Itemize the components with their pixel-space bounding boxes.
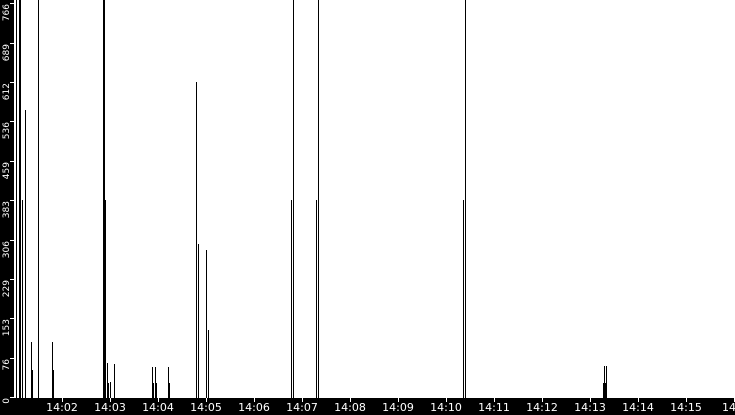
x-tick	[302, 398, 303, 402]
x-tick	[494, 398, 495, 402]
spike	[316, 200, 317, 398]
y-tick	[10, 240, 14, 241]
x-tick-label: 14:08	[334, 401, 366, 414]
spike	[198, 244, 199, 398]
y-tick-label: 536	[2, 122, 12, 140]
spike	[103, 0, 105, 398]
x-tick	[638, 398, 639, 402]
y-tick	[10, 3, 14, 4]
spike	[463, 200, 464, 398]
spike	[206, 250, 207, 398]
y-tick	[10, 318, 14, 319]
spike	[52, 342, 53, 398]
x-tick-label: 14:10	[430, 401, 462, 414]
spike	[606, 366, 607, 398]
x-axis-strip	[0, 398, 735, 415]
x-tick	[62, 398, 63, 402]
y-axis-line	[16, 0, 17, 398]
y-tick-label: 229	[2, 280, 12, 298]
spike	[465, 0, 466, 398]
x-tick	[350, 398, 351, 402]
y-tick-label: 383	[2, 201, 12, 219]
spike	[293, 0, 294, 398]
spike	[105, 200, 106, 398]
spike	[153, 383, 154, 398]
spike	[152, 367, 153, 398]
spike	[208, 330, 209, 398]
y-tick-label: 76	[2, 359, 12, 371]
y-tick	[10, 121, 14, 122]
spike	[114, 364, 115, 398]
y-tick	[10, 161, 14, 162]
spike	[168, 367, 169, 398]
spike	[108, 383, 109, 398]
x-tick-label-partial: 14	[722, 401, 735, 414]
spike	[291, 200, 292, 398]
x-tick	[110, 398, 111, 402]
spike	[19, 0, 21, 398]
spike	[107, 363, 108, 398]
y-tick-label: 766	[2, 4, 12, 22]
x-tick-label: 14:07	[286, 401, 318, 414]
y-tick	[10, 397, 14, 398]
x-tick-label: 14:04	[142, 401, 174, 414]
spike	[31, 342, 32, 398]
spike	[156, 383, 157, 398]
spike	[22, 200, 23, 398]
y-tick	[10, 82, 14, 83]
x-tick	[206, 398, 207, 402]
spike	[38, 0, 39, 398]
y-tick	[10, 43, 14, 44]
x-tick	[542, 398, 543, 402]
x-tick-label: 14:11	[478, 401, 510, 414]
x-tick	[446, 398, 447, 402]
x-tick	[590, 398, 591, 402]
spike	[32, 370, 33, 398]
y-tick-label: 689	[2, 44, 12, 62]
x-tick-label: 14:03	[94, 401, 126, 414]
y-tick	[10, 279, 14, 280]
x-tick	[254, 398, 255, 402]
x-tick-label: 14:15	[670, 401, 702, 414]
x-tick	[398, 398, 399, 402]
y-tick-label: 153	[2, 319, 12, 337]
spike	[604, 366, 605, 398]
spike	[155, 367, 156, 398]
y-tick-label: 0	[2, 398, 12, 404]
y-tick	[10, 200, 14, 201]
y-tick-label: 306	[2, 241, 12, 259]
spike	[318, 0, 319, 398]
spike	[603, 383, 607, 398]
spike	[196, 82, 197, 398]
spike	[53, 370, 54, 398]
spike	[110, 382, 111, 398]
x-tick-label: 14:13	[574, 401, 606, 414]
x-tick	[686, 398, 687, 402]
x-tick-label: 14:06	[238, 401, 270, 414]
x-tick-label: 14:14	[622, 401, 654, 414]
spike	[25, 110, 26, 398]
y-tick-label: 459	[2, 162, 12, 180]
spike	[169, 383, 170, 398]
x-tick-label: 14:12	[526, 401, 558, 414]
x-tick	[158, 398, 159, 402]
y-tick	[10, 358, 14, 359]
y-axis-strip	[0, 0, 14, 415]
x-tick-label: 14:05	[190, 401, 222, 414]
y-tick-label: 612	[2, 83, 12, 101]
x-tick-label: 14:09	[382, 401, 414, 414]
x-tick-label: 14:02	[46, 401, 78, 414]
